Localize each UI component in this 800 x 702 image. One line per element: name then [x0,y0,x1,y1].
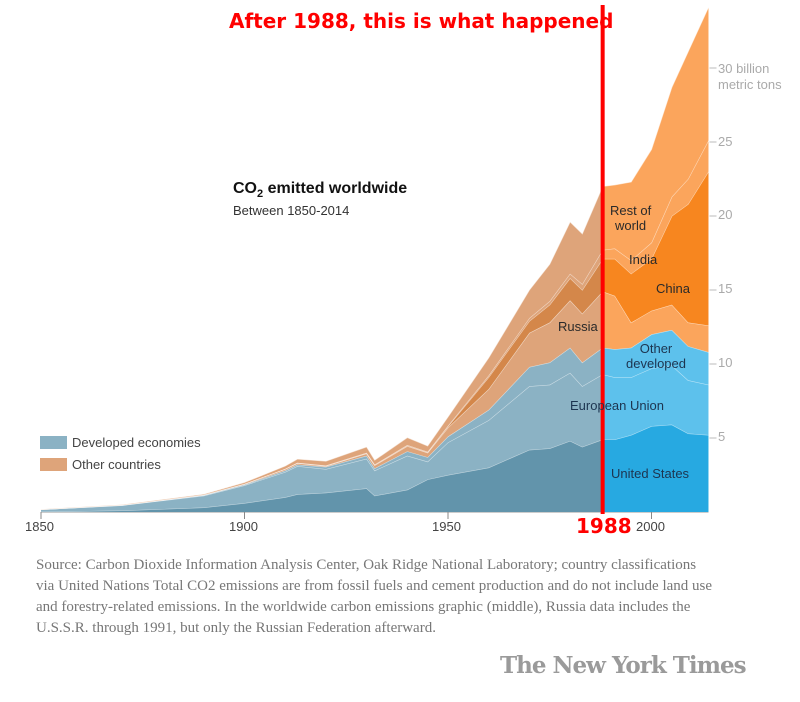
chart-subtitle: Between 1850-2014 [233,203,350,218]
area-other-developed-after-1988 [602,329,709,385]
area-other-developed-before-1988 [41,347,603,510]
series-label-india: India [629,252,658,267]
series-label-russia: Russia [558,319,598,334]
chart-title: CO2 emitted worldwide [233,180,408,201]
y-tick-label: 25 [718,134,733,149]
nyt-logo: The New York Times [500,652,747,679]
x-tick-label: 1850 [25,519,54,534]
area-china-after-1988 [602,171,709,326]
area-united-states-before-1988 [41,439,603,512]
series-label-china: China [656,281,690,296]
series-label-rest-of-world: Rest of world [610,203,652,233]
annotation-year-label: 1988 [576,514,632,538]
series-label-united-states: United States [611,466,690,481]
x-tick-label: 1900 [229,519,258,534]
area-european-union-before-1988 [41,372,603,512]
y-tick-label: 15 [718,281,733,296]
y-axis-unit-label: 30 billion metric tons [718,61,782,92]
area-rest-of-world-after-1988 [602,7,709,261]
area-india-after-1988 [602,140,709,274]
source-note: Source: Carbon Dioxide Information Analy… [36,557,713,636]
legend-swatch [40,436,67,449]
boundary-line-rest-of-world [40,7,709,510]
y-tick-label: 20 [718,207,733,222]
area-china-before-1988 [41,258,603,510]
area-united-states-after-1988 [602,424,709,512]
series-label-european-union: European Union [570,398,664,413]
legend-item-other: Other countries [40,457,161,472]
series-label-other-developed: Other developed [626,341,686,371]
y-tick-label: 10 [718,355,733,370]
annotation-headline: After 1988, this is what happened [229,9,614,33]
legend-item-developed: Developed economies [40,435,201,450]
x-tick-label: 1950 [432,519,461,534]
y-tick-label: 5 [718,429,726,444]
x-tick-label: 2000 [636,519,665,534]
area-russia-after-1988 [602,291,709,353]
area-european-union-after-1988 [602,365,709,440]
stacked-area-chart [40,5,717,519]
legend-swatch [40,458,67,471]
